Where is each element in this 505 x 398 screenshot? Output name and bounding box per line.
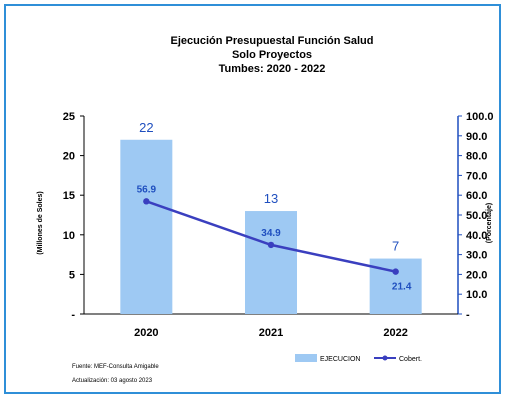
legend-label-cobert: Cobert. <box>399 356 422 363</box>
updated-note: Actualización: 03 agosto 2023 <box>72 378 153 384</box>
coverage-line <box>143 198 399 275</box>
y2-tick-label: 40.0 <box>466 230 487 242</box>
y2-tick-label: - <box>466 309 470 321</box>
y-tick-label: 15 <box>63 190 75 202</box>
legend-label-ejecucion: EJECUCION <box>320 356 360 363</box>
x-tick-label: 2020 <box>134 327 158 339</box>
bars <box>120 139 422 314</box>
y2-tick-label: 70.0 <box>466 170 487 182</box>
y-tick-label: - <box>71 309 75 321</box>
chart-frame: Ejecución Presupuestal Función Salud Sol… <box>4 4 501 394</box>
y2-tick-label: 10.0 <box>466 289 487 301</box>
y-tick-label: 25 <box>63 111 75 123</box>
x-tick-label: 2022 <box>383 327 407 339</box>
chart-subtitle-2: Tumbes: 2020 - 2022 <box>219 63 326 75</box>
legend-marker-cobert <box>382 355 388 361</box>
x-tick-label: 2021 <box>259 327 283 339</box>
coverage-value-label: 21.4 <box>392 282 412 293</box>
y-tick-label: 5 <box>69 269 75 281</box>
y2-axis-label: (Porcentaje) <box>486 203 493 243</box>
y2-tick-label: 20.0 <box>466 269 487 281</box>
chart-title: Ejecución Presupuestal Función Salud <box>171 35 374 47</box>
coverage-value-label: 56.9 <box>137 184 157 195</box>
bar <box>120 139 173 314</box>
coverage-point <box>143 198 150 205</box>
y-tick-label: 20 <box>63 151 75 163</box>
chart-svg: Ejecución Presupuestal Función Salud Sol… <box>37 35 494 384</box>
bar <box>245 211 297 314</box>
legend-swatch-ejecucion <box>295 354 317 362</box>
y2-tick-label: 60.0 <box>466 190 487 202</box>
y2-tick-label: 30.0 <box>466 250 487 262</box>
bar-value-label: 13 <box>264 191 278 206</box>
source-note: Fuente: MEF-Consulta Amigable <box>72 364 159 370</box>
y2-tick-label: 50.0 <box>466 210 487 222</box>
y2-tick-label: 80.0 <box>466 151 487 163</box>
y2-tick-label: 90.0 <box>466 131 487 143</box>
coverage-value-label: 34.9 <box>261 228 281 239</box>
legend: EJECUCION Cobert. <box>295 354 422 363</box>
bar-value-label: 7 <box>392 239 399 254</box>
coverage-point <box>392 268 399 275</box>
data-labels: 22 13 7 56.9 34.9 21.4 <box>137 120 412 293</box>
axes: - 5 10 15 20 25 - 10.0 20.0 30.0 40.0 50.0 60.0 70.0 8… <box>63 111 494 339</box>
chart-subtitle: Solo Proyectos <box>232 49 312 61</box>
y-axis-label: (Millones de Soles) <box>37 191 44 254</box>
bar-value-label: 22 <box>139 120 153 135</box>
coverage-point <box>267 241 275 249</box>
y2-tick-label: 100.0 <box>466 111 494 123</box>
y-tick-label: 10 <box>63 230 75 242</box>
